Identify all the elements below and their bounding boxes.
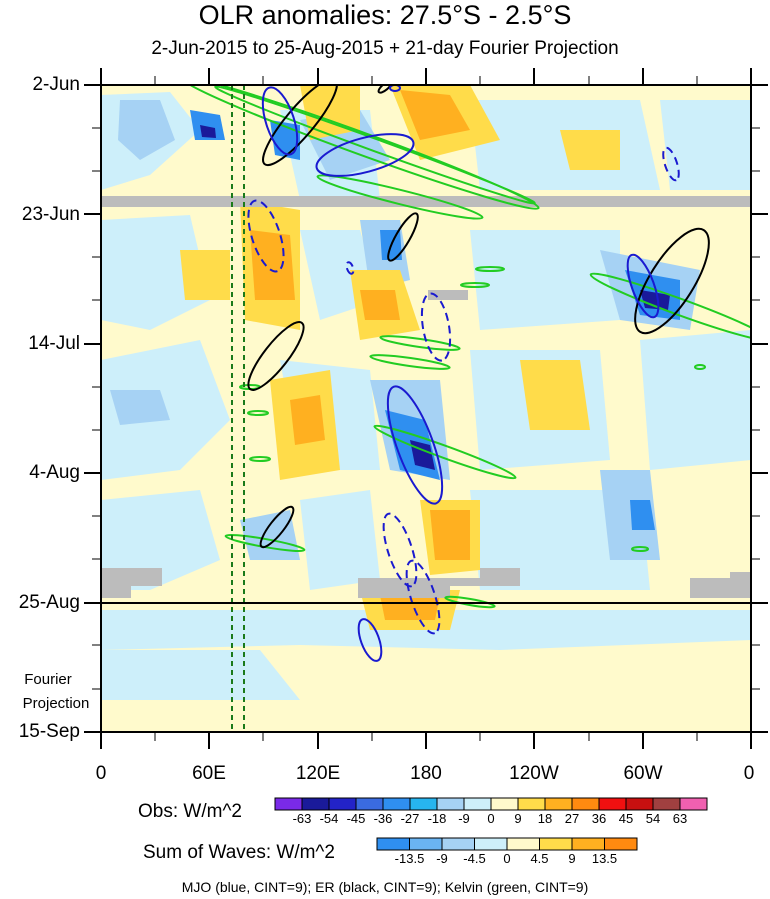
x-tick-label: 180 bbox=[410, 763, 442, 784]
colorbar-label: 45 bbox=[618, 811, 634, 826]
y-major-ticks bbox=[84, 84, 768, 733]
wave-legend: MJO (blue, CINT=9); ER (black, CINT=9); … bbox=[181, 879, 589, 895]
colorbar-label: 18 bbox=[537, 811, 553, 826]
colorbar-box bbox=[571, 797, 600, 811]
projection-label: Projection bbox=[22, 695, 90, 712]
colorbar-label: 13.5 bbox=[591, 851, 618, 866]
x-tick-label: 120E bbox=[295, 763, 341, 784]
colorbar-box bbox=[441, 837, 475, 851]
colorbar-box bbox=[506, 837, 540, 851]
x-major-ticks bbox=[100, 68, 752, 749]
obs-colorbar-title: Obs: W/m^2 bbox=[138, 801, 242, 822]
colorbar-label: -36 bbox=[373, 811, 393, 826]
colorbar-box bbox=[436, 797, 465, 811]
colorbar-label: 27 bbox=[564, 811, 580, 826]
obs-colorbar bbox=[274, 797, 708, 811]
x-tick-label: 60E bbox=[192, 763, 226, 784]
x-tick-label: 60W bbox=[623, 763, 663, 784]
colorbar-box bbox=[382, 797, 411, 811]
colorbar-box bbox=[301, 797, 330, 811]
fourier-label: Fourier bbox=[24, 671, 72, 688]
colorbar-box bbox=[625, 797, 654, 811]
colorbar-box bbox=[474, 837, 508, 851]
x-minor-ticks bbox=[154, 76, 698, 741]
y-tick-label: 4-Aug bbox=[29, 462, 80, 483]
colorbar-label: 9 bbox=[514, 811, 522, 826]
y-tick-label: 14-Jul bbox=[28, 333, 80, 354]
waves-colorbar bbox=[376, 837, 638, 851]
colorbar-box bbox=[355, 797, 384, 811]
colorbar-box bbox=[679, 797, 708, 811]
colorbar-label: -9 bbox=[436, 851, 448, 866]
mjo-contours bbox=[261, 85, 660, 662]
y-tick-label: 15-Sep bbox=[18, 721, 80, 742]
colorbar-label: -45 bbox=[346, 811, 366, 826]
colorbar-box bbox=[604, 837, 638, 851]
colorbar-box bbox=[376, 837, 410, 851]
er-contours bbox=[247, 85, 710, 549]
y-tick-label: 2-Jun bbox=[32, 74, 80, 95]
colorbar-label: 36 bbox=[591, 811, 607, 826]
colorbar-label: 63 bbox=[672, 811, 688, 826]
colorbar-box bbox=[409, 797, 438, 811]
chart-title: OLR anomalies: 27.5°S - 2.5°S bbox=[198, 0, 572, 30]
colorbar-label: -27 bbox=[400, 811, 420, 826]
colorbar-box bbox=[652, 797, 681, 811]
colorbar-label: -4.5 bbox=[463, 851, 486, 866]
missing-data bbox=[101, 196, 751, 598]
colorbar-box bbox=[328, 797, 357, 811]
y-tick-label: 23-Jun bbox=[21, 204, 80, 225]
waves-colorbar-title: Sum of Waves: W/m^2 bbox=[143, 842, 335, 863]
colorbar-box bbox=[539, 837, 573, 851]
colorbar-label: -9 bbox=[458, 811, 470, 826]
colorbar-box bbox=[463, 797, 492, 811]
colorbar-label: -54 bbox=[319, 811, 339, 826]
colorbar-box bbox=[409, 837, 443, 851]
colorbar-label: -63 bbox=[292, 811, 312, 826]
y-minor-ticks bbox=[92, 127, 760, 690]
wave-contours bbox=[180, 85, 751, 662]
colorbar-label: -18 bbox=[427, 811, 447, 826]
colorbar-box bbox=[490, 797, 519, 811]
chart-subtitle: 2-Jun-2015 to 25-Aug-2015 + 21-day Fouri… bbox=[151, 38, 619, 59]
y-tick-label: 25-Aug bbox=[18, 592, 80, 613]
colorbar-box bbox=[598, 797, 627, 811]
colorbar-box bbox=[274, 797, 303, 811]
x-tick-label: 0 bbox=[743, 763, 755, 784]
colorbar-box bbox=[571, 837, 605, 851]
colorbar-label: 9 bbox=[568, 851, 576, 866]
colorbar-box bbox=[544, 797, 573, 811]
x-tick-label: 120W bbox=[509, 763, 559, 784]
colorbar-label: 4.5 bbox=[530, 851, 549, 866]
mjo-negative-contours bbox=[247, 146, 680, 635]
colorbar-box bbox=[517, 797, 546, 811]
colorbar-label: -13.5 bbox=[394, 851, 425, 866]
colorbar-label: 0 bbox=[503, 851, 511, 866]
colorbar-label: 0 bbox=[487, 811, 495, 826]
x-tick-label: 0 bbox=[95, 763, 107, 784]
colorbar-label: 54 bbox=[645, 811, 661, 826]
anomaly-shading bbox=[101, 85, 751, 700]
